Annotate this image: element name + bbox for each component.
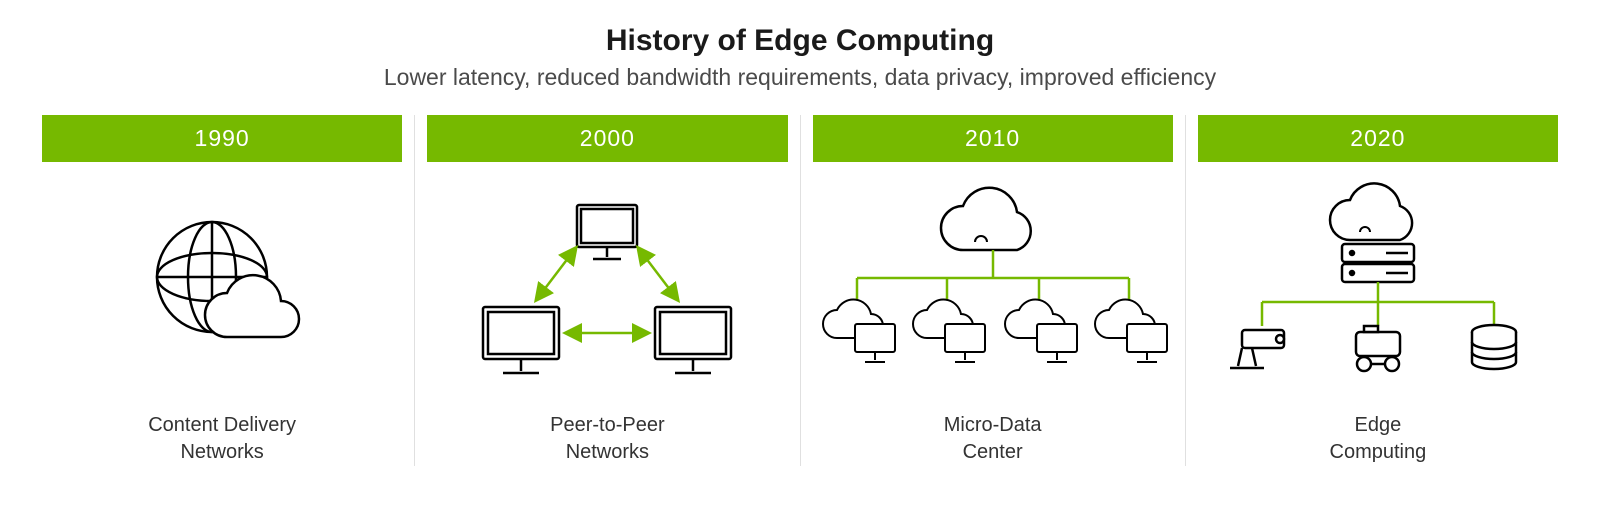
timeline-col-2020: 2020 (1185, 115, 1570, 466)
caption: Peer-to-Peer Networks (550, 412, 665, 466)
icon-box (427, 162, 787, 412)
caption: Content Delivery Networks (148, 412, 296, 466)
main-title: History of Edge Computing (30, 24, 1570, 58)
edge-computing-icon (1208, 182, 1548, 392)
infographic: History of Edge Computing Lower latency,… (0, 0, 1600, 530)
micro-data-center-icon (813, 182, 1173, 392)
year-bar: 2020 (1198, 115, 1558, 162)
timeline-col-2000: 2000 (414, 115, 799, 466)
timeline-col-2010: 2010 (800, 115, 1185, 466)
timeline-row: 1990 Content Delivery Networks (30, 115, 1570, 466)
icon-box (813, 162, 1173, 412)
timeline-col-1990: 1990 Content Delivery Networks (30, 115, 414, 466)
p2p-monitors-icon (447, 187, 767, 387)
icon-box (1198, 162, 1558, 412)
year-bar: 1990 (42, 115, 402, 162)
globe-cloud-icon (132, 202, 312, 372)
year-bar: 2000 (427, 115, 787, 162)
year-bar: 2010 (813, 115, 1173, 162)
icon-box (42, 162, 402, 412)
subtitle: Lower latency, reduced bandwidth require… (30, 64, 1570, 91)
caption: Micro-Data Center (944, 412, 1042, 466)
caption: Edge Computing (1330, 412, 1427, 466)
